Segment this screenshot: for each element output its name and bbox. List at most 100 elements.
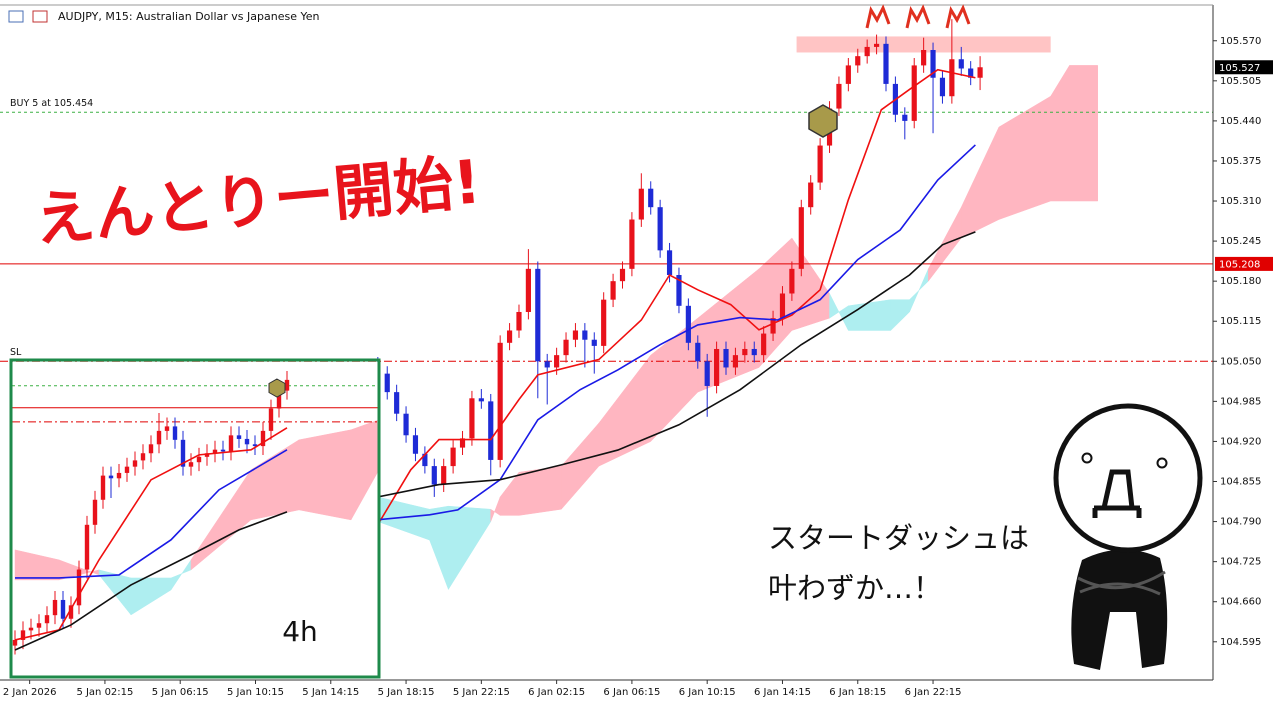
- candle-body: [140, 453, 146, 461]
- axes: 105.208 105.570 105.505 105.440 105.375 105.3…: [3, 36, 1273, 698]
- moving-average: [377, 68, 976, 526]
- candle-body: [148, 444, 154, 454]
- y-tick-label: 105.440: [1220, 116, 1261, 127]
- candle-body: [68, 605, 74, 619]
- candle-body: [12, 639, 18, 646]
- candle-body: [666, 250, 673, 275]
- candle-body: [92, 499, 98, 525]
- candle-body: [930, 50, 936, 78]
- candle-body: [220, 449, 226, 452]
- y-tick-label: 105.310: [1220, 196, 1261, 207]
- x-tick-label: 5 Jan 02:15: [76, 687, 133, 698]
- candle-body: [939, 77, 946, 97]
- y-tick-label: 105.050: [1220, 356, 1261, 367]
- candle-body: [412, 435, 419, 454]
- candle-body: [441, 466, 447, 485]
- cloud-segment: [298, 429, 352, 521]
- candle-body: [60, 599, 66, 619]
- candle-body: [212, 449, 218, 454]
- candle-body: [845, 65, 851, 84]
- candle-body: [172, 426, 178, 440]
- candle-body: [52, 599, 58, 616]
- cloud-segment: [350, 419, 378, 521]
- y-tick-label: 104.660: [1220, 597, 1261, 608]
- price-tag-label: 105.208: [1219, 259, 1260, 270]
- candle-body: [761, 333, 767, 356]
- candle-body: [236, 435, 242, 439]
- candle-body: [855, 56, 861, 66]
- level-label: BUY 5 at 105.454: [10, 98, 93, 109]
- candle-body: [751, 348, 757, 356]
- y-tick-label: 104.855: [1220, 477, 1261, 488]
- candle-body: [196, 456, 202, 463]
- candle-body: [554, 355, 560, 368]
- candle-body: [132, 460, 138, 467]
- candle-body: [116, 472, 122, 479]
- caption: スタートダッシュは: [768, 521, 1029, 555]
- candle-body: [591, 339, 597, 346]
- candle-body: [84, 524, 90, 570]
- candle-body: [968, 68, 974, 78]
- y-tick-label: 104.920: [1220, 436, 1261, 447]
- candle-body: [422, 453, 428, 467]
- candle-body: [459, 438, 466, 448]
- main-plot: BUY 5 at 105.454 SL: [0, 19, 1213, 591]
- x-tick-label: 6 Jan 18:15: [829, 687, 886, 698]
- candle-body: [124, 466, 130, 473]
- candle-body: [619, 268, 626, 282]
- candle-body: [244, 438, 250, 445]
- candle-body: [76, 569, 82, 606]
- price-tag: [1215, 256, 1273, 271]
- candle-body: [228, 435, 234, 452]
- candle-body: [949, 59, 955, 97]
- candle-body: [798, 207, 804, 269]
- candle-body: [676, 275, 682, 306]
- moving-average: [377, 231, 976, 498]
- candle-body: [394, 392, 400, 414]
- x-tick-label: 6 Jan 22:15: [905, 687, 962, 698]
- last-price-label: 105.527: [1219, 63, 1260, 74]
- inset-label: 4h: [282, 615, 318, 648]
- candle-body: [100, 475, 106, 500]
- candle-body: [497, 342, 503, 460]
- candle-body: [977, 67, 983, 78]
- candle-body: [28, 627, 34, 631]
- candle-body: [779, 293, 786, 319]
- candle-body: [252, 444, 258, 447]
- candle-body: [695, 342, 701, 362]
- candle-body: [657, 207, 663, 251]
- candle-body: [770, 318, 776, 334]
- x-tick-label: 5 Jan 18:15: [378, 687, 435, 698]
- candle-body: [911, 65, 917, 121]
- icon: [32, 10, 48, 23]
- candle-body: [836, 83, 842, 109]
- candle-body: [384, 373, 390, 393]
- candle-body: [685, 305, 691, 343]
- candle-body: [403, 413, 409, 436]
- cloud-segment: [1069, 65, 1098, 202]
- candle-body: [188, 462, 194, 467]
- candle-body: [714, 348, 720, 386]
- y-tick-label: 105.245: [1220, 236, 1261, 247]
- candle-body: [704, 361, 710, 386]
- y-tick-label: 104.985: [1220, 396, 1261, 407]
- y-tick-label: 104.595: [1220, 637, 1261, 648]
- candle-body: [648, 188, 654, 208]
- moving-average: [14, 511, 288, 651]
- inset-border: [9, 358, 381, 679]
- candle-body: [44, 615, 50, 624]
- x-tick-label: 5 Jan 14:15: [302, 687, 359, 698]
- candle-body: [817, 145, 823, 183]
- candle-body: [563, 339, 569, 356]
- level-label: SL: [10, 347, 22, 358]
- chart-title: AUDJPY, M15: Australian Dollar vs Japane…: [58, 10, 319, 23]
- candle-body: [808, 182, 814, 208]
- candle-body: [864, 46, 870, 57]
- y-tick-label: 105.375: [1220, 156, 1261, 167]
- candle-body: [582, 330, 588, 340]
- caption: 叶わずか…！: [768, 571, 942, 605]
- candle-body: [535, 268, 541, 362]
- x-tick-label: 6 Jan 02:15: [528, 687, 585, 698]
